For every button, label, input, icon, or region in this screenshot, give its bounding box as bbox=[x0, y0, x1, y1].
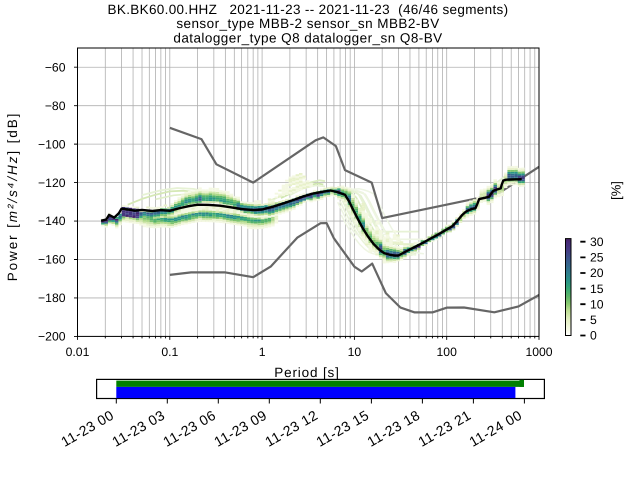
svg-text:datalogger_type Q8 datalogger_: datalogger_type Q8 datalogger_sn Q8-BV bbox=[173, 30, 442, 45]
svg-text:−80: −80 bbox=[45, 99, 66, 113]
svg-text:15: 15 bbox=[590, 282, 604, 296]
svg-text:−60: −60 bbox=[45, 60, 66, 74]
svg-text:10: 10 bbox=[590, 297, 604, 311]
svg-text:0.1: 0.1 bbox=[161, 345, 178, 359]
svg-text:Period [s]: Period [s] bbox=[274, 365, 340, 380]
svg-text:20: 20 bbox=[590, 266, 604, 280]
svg-text:BK.BK60.00.HHZ 2021-11-23 --: BK.BK60.00.HHZ 2021-11-23 -- 2021-11-23 … bbox=[108, 2, 509, 17]
svg-text:30: 30 bbox=[590, 235, 604, 249]
svg-text:100: 100 bbox=[437, 345, 458, 359]
svg-text:1: 1 bbox=[259, 345, 266, 359]
svg-text:0.01: 0.01 bbox=[66, 345, 90, 359]
svg-text:10: 10 bbox=[348, 345, 362, 359]
svg-text:−120: −120 bbox=[38, 176, 66, 190]
svg-text:[%]: [%] bbox=[609, 181, 624, 200]
svg-text:sensor_type MBB-2 sensor_sn MB: sensor_type MBB-2 sensor_sn MBB2-BV bbox=[176, 16, 439, 31]
svg-text:1000: 1000 bbox=[525, 345, 552, 359]
svg-text:−180: −180 bbox=[38, 291, 66, 305]
svg-text:−160: −160 bbox=[38, 253, 66, 267]
svg-text:−200: −200 bbox=[38, 330, 66, 344]
svg-text:25: 25 bbox=[590, 251, 604, 265]
svg-text:−100: −100 bbox=[38, 137, 66, 151]
svg-text:−140: −140 bbox=[38, 214, 66, 228]
svg-text:0: 0 bbox=[590, 329, 597, 343]
svg-text:5: 5 bbox=[590, 313, 597, 327]
svg-text:Power [m²/s⁴/Hz] [dB]: Power [m²/s⁴/Hz] [dB] bbox=[5, 112, 20, 282]
